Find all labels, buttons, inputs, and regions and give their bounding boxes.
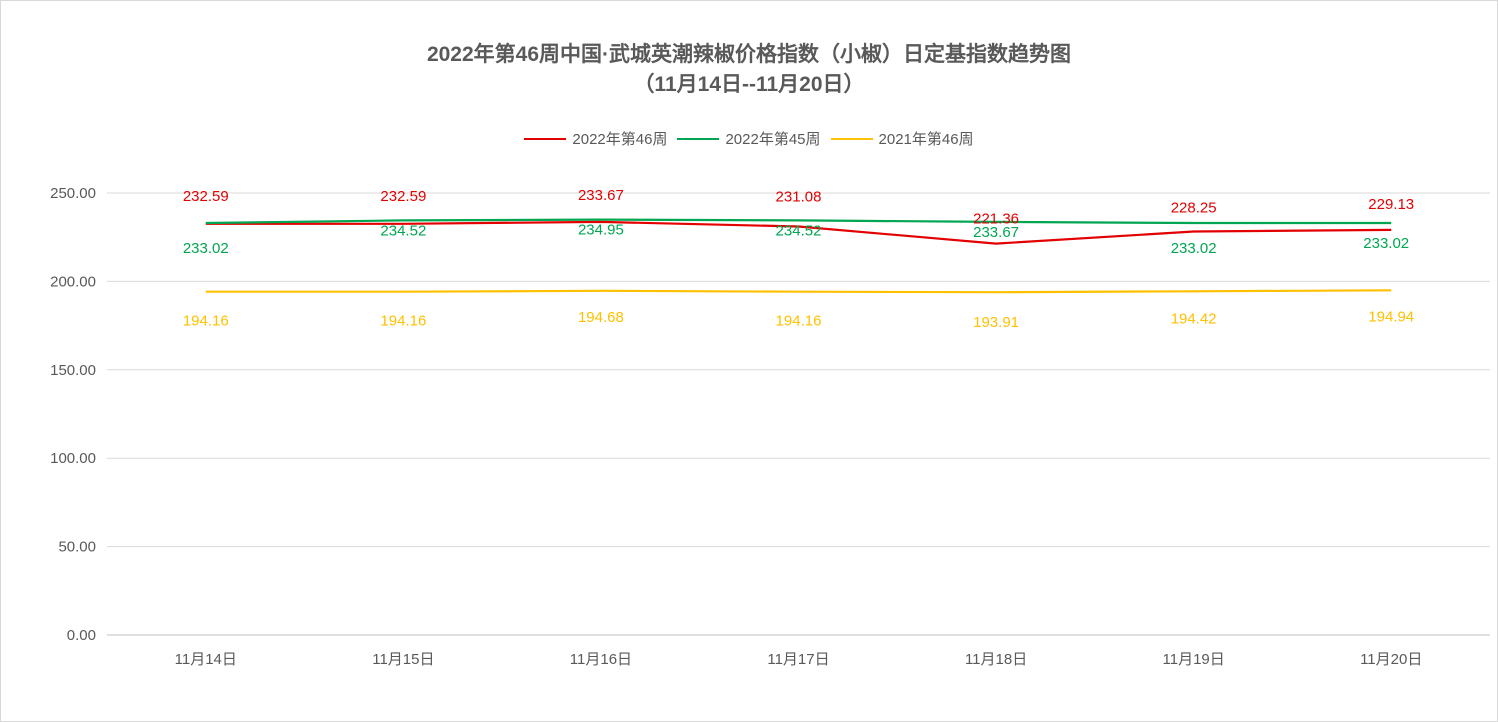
series-line-2022-w46 xyxy=(205,220,1392,245)
data-label: 234.95 xyxy=(578,222,624,239)
y-tick-label: 250.00 xyxy=(50,185,96,202)
data-label: 234.52 xyxy=(776,222,822,239)
data-label: 194.42 xyxy=(1171,310,1217,327)
legend-item-2021-w46: 2021年第46周 xyxy=(830,128,974,149)
data-label: 193.91 xyxy=(973,314,1019,331)
data-label: 194.94 xyxy=(1368,308,1414,325)
legend-swatch-2022-w45 xyxy=(677,137,720,140)
data-label: 233.02 xyxy=(183,240,229,257)
x-tick-label: 11月17日 xyxy=(767,651,829,668)
x-tick-label: 11月20日 xyxy=(1360,651,1422,668)
y-tick-label: 150.00 xyxy=(50,362,96,379)
series-line-2022-w45 xyxy=(205,218,1392,225)
legend-label-2021-w46: 2021年第46周 xyxy=(878,131,974,148)
data-label: 233.67 xyxy=(973,224,1019,241)
legend-label-2022-w45: 2022年第45周 xyxy=(725,131,821,148)
data-label: 228.25 xyxy=(1171,199,1217,216)
data-label: 233.67 xyxy=(578,187,624,204)
legend-swatch-2022-w46 xyxy=(524,137,567,140)
y-tick-label: 0.00 xyxy=(67,627,96,644)
data-label: 194.16 xyxy=(776,313,822,330)
legend-label-2022-w46: 2022年第46周 xyxy=(572,131,668,148)
x-tick-label: 11月19日 xyxy=(1163,651,1225,668)
x-tick-label: 11月18日 xyxy=(965,651,1027,668)
chart-legend: 2022年第46周 2022年第45周 2021年第46周 xyxy=(0,128,1498,149)
series-line-2021-w46 xyxy=(205,289,1392,294)
data-label: 232.59 xyxy=(380,188,426,205)
x-tick-label: 11月14日 xyxy=(175,651,237,668)
data-label: 194.68 xyxy=(578,309,624,326)
legend-item-2022-w45: 2022年第45周 xyxy=(677,128,821,149)
data-label: 229.13 xyxy=(1368,196,1414,213)
data-label: 194.16 xyxy=(183,313,229,330)
x-tick-label: 11月15日 xyxy=(372,651,434,668)
chart-title: 2022年第46周中国·武城英潮辣椒价格指数（小椒）日定基指数趋势图 xyxy=(426,43,1072,66)
data-label: 232.59 xyxy=(183,188,229,205)
legend-item-2022-w46: 2022年第46周 xyxy=(524,128,667,149)
y-tick-label: 100.00 xyxy=(50,450,96,467)
data-label: 231.08 xyxy=(776,188,822,205)
chart-subtitle: （11月14日--11月20日） xyxy=(633,73,865,96)
legend-swatch-2021-w46 xyxy=(830,137,873,140)
data-label: 234.52 xyxy=(380,222,426,239)
data-label: 233.02 xyxy=(1363,235,1409,252)
y-tick-label: 200.00 xyxy=(50,273,96,290)
data-label: 194.16 xyxy=(380,313,426,330)
data-label: 221.36 xyxy=(973,211,1019,228)
data-label: 233.02 xyxy=(1171,240,1217,257)
y-tick-label: 50.00 xyxy=(58,539,96,556)
x-tick-label: 11月16日 xyxy=(570,651,632,668)
